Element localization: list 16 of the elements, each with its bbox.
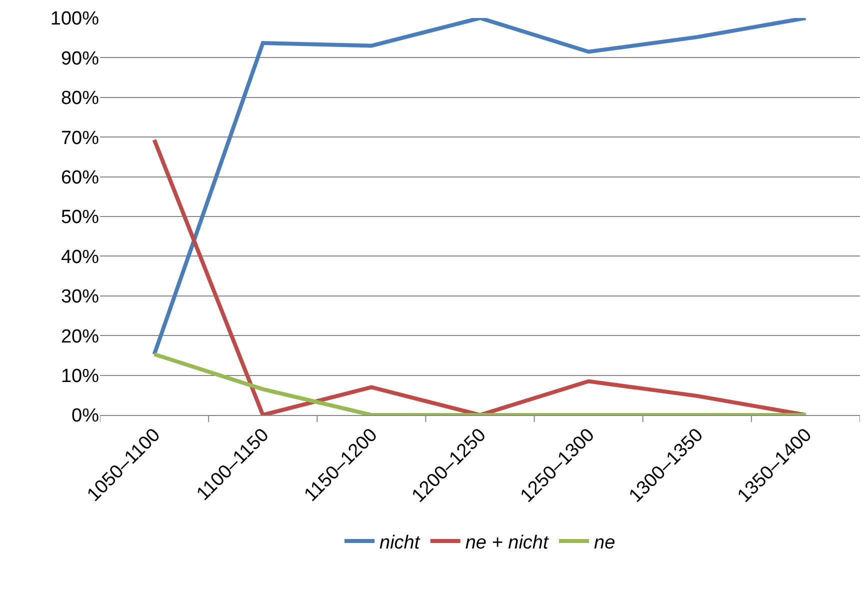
y-tick-label: 0% (72, 406, 100, 427)
y-tick-label: 20% (60, 326, 100, 348)
legend-label: nicht (380, 532, 420, 554)
y-tick-label: 80% (60, 88, 100, 110)
y-tick-label: 70% (60, 128, 100, 149)
y-tick-label: 100% (50, 8, 100, 30)
y-tick-label: 90% (60, 48, 100, 70)
legend-label: ne + nicht (465, 532, 549, 554)
y-tick-label: 50% (60, 207, 100, 228)
y-tick-label: 60% (60, 167, 100, 188)
line-series (152, 138, 808, 415)
legend-label: ne (594, 532, 616, 554)
y-tick-label: 40% (60, 246, 100, 268)
y-tick-label: 10% (60, 366, 100, 387)
line-series (152, 18, 808, 356)
y-tick-label: 30% (60, 286, 100, 308)
